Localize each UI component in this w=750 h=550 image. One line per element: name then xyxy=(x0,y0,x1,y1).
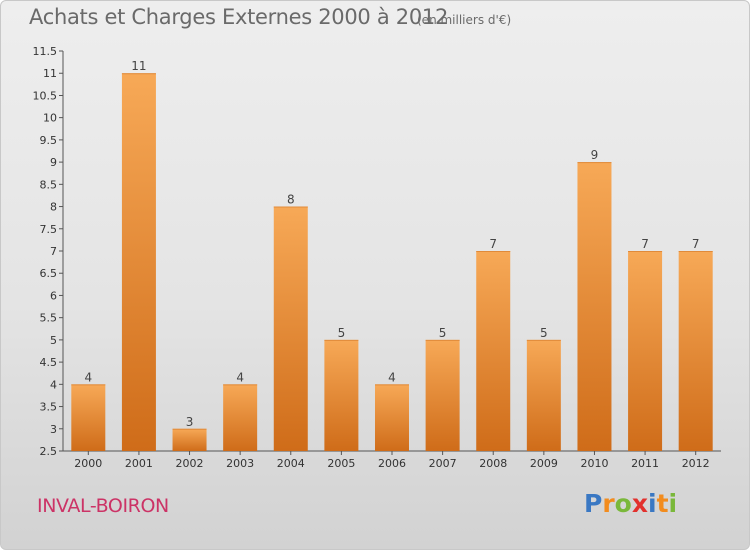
chart-bars xyxy=(71,73,713,451)
bar-2008 xyxy=(476,251,511,451)
bar-2011 xyxy=(628,251,663,451)
value-label: 4 xyxy=(84,370,92,384)
bar-2005 xyxy=(324,339,359,451)
value-label: 7 xyxy=(692,237,700,251)
commune-name: INVAL-BOIRON xyxy=(37,495,169,517)
y-tick-label: 4 xyxy=(50,378,57,391)
bar-2010 xyxy=(577,162,612,451)
x-tick-label: 2007 xyxy=(429,457,457,470)
x-tick-label: 2005 xyxy=(327,457,355,470)
x-tick-label: 2004 xyxy=(277,457,305,470)
bar-2007 xyxy=(425,339,460,451)
bar-2012 xyxy=(678,251,713,451)
value-label: 9 xyxy=(591,148,599,162)
bar-2009 xyxy=(526,339,561,451)
value-label: 3 xyxy=(186,415,194,429)
value-label: 11 xyxy=(131,59,146,73)
y-tick-label: 4.5 xyxy=(40,356,58,369)
y-tick-label: 11.5 xyxy=(33,45,58,58)
value-label: 7 xyxy=(641,237,649,251)
y-tick-label: 10.5 xyxy=(33,89,58,102)
x-tick-label: 2001 xyxy=(125,457,153,470)
y-tick-label: 11 xyxy=(43,67,57,80)
logo-letter: o xyxy=(614,489,632,518)
value-label: 4 xyxy=(388,370,396,384)
x-tick-label: 2008 xyxy=(479,457,507,470)
y-tick-label: 8 xyxy=(50,201,57,214)
proxiti-logo: Proxiti xyxy=(584,489,677,518)
y-tick-label: 7 xyxy=(50,245,57,258)
y-tick-label: 10 xyxy=(43,112,57,125)
chart-title: Achats et Charges Externes 2000 à 2012 xyxy=(29,5,449,29)
x-tick-label: 2011 xyxy=(631,457,659,470)
y-tick-label: 5 xyxy=(50,334,57,347)
y-tick-label: 8.5 xyxy=(40,178,58,191)
logo-letter: i xyxy=(648,489,657,518)
value-label: 5 xyxy=(439,326,447,340)
y-tick-label: 3 xyxy=(50,423,57,436)
value-label: 7 xyxy=(489,237,497,251)
bar-2002 xyxy=(172,428,207,451)
bar-2000 xyxy=(71,384,106,451)
x-tick-label: 2009 xyxy=(530,457,558,470)
y-tick-label: 2.5 xyxy=(40,445,58,458)
value-label: 8 xyxy=(287,193,295,207)
chart-axes: 2.5 3 3.5 4 4.5 5 5.5 6 6.5 7 7.5 8 8.5 9 9.5 10 10.5 11 1… xyxy=(33,45,721,458)
x-tick-label: 2006 xyxy=(378,457,406,470)
y-tick-label: 9.5 xyxy=(40,134,58,147)
bar-2006 xyxy=(375,384,409,451)
value-label: 4 xyxy=(236,370,244,384)
logo-letter: r xyxy=(602,489,615,518)
value-label: 5 xyxy=(540,326,548,340)
y-tick-label: 7.5 xyxy=(40,223,58,236)
logo-letter: x xyxy=(631,489,648,518)
logo-letter: i xyxy=(668,489,678,518)
y-tick-label: 6 xyxy=(50,289,57,302)
x-tick-label: 2000 xyxy=(74,457,102,470)
x-tick-label: 2010 xyxy=(580,457,608,470)
y-tick-label: 6.5 xyxy=(40,267,58,280)
y-tick-label: 3.5 xyxy=(40,401,58,414)
x-tick-label: 2012 xyxy=(682,457,710,470)
bar-2001 xyxy=(121,73,156,451)
value-label: 5 xyxy=(338,326,346,340)
x-tick-label: 2003 xyxy=(226,457,254,470)
chart-labels: 2000 4 2001 11 2002 3 2003 4 2004 8 2005 5 2006 4 2007… xyxy=(74,59,709,470)
y-tick-label: 9 xyxy=(50,156,57,169)
logo-letter: P xyxy=(584,489,603,518)
chart-subtitle: (en milliers d'€) xyxy=(417,13,512,27)
bar-2004 xyxy=(273,206,308,451)
y-tick-label: 5.5 xyxy=(40,312,58,325)
logo-letter: t xyxy=(656,489,669,518)
bar-2003 xyxy=(223,384,258,451)
x-tick-label: 2002 xyxy=(176,457,204,470)
